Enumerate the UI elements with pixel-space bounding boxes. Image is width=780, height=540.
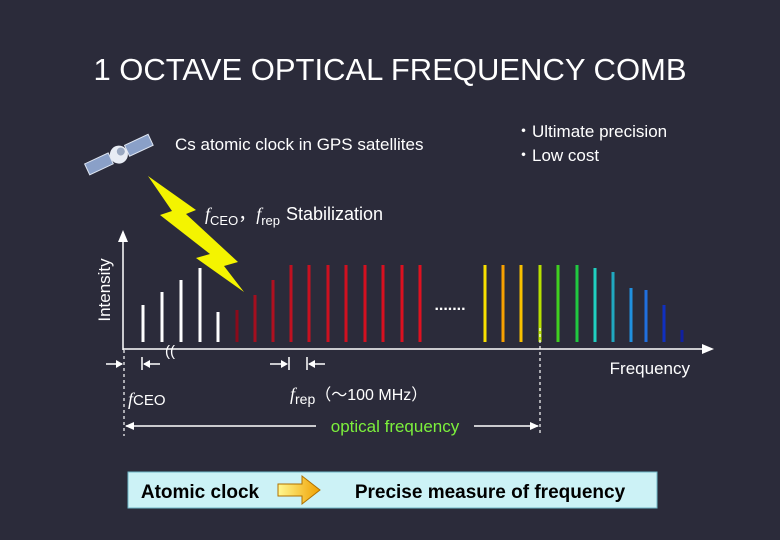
- footer-left: Atomic clock: [141, 482, 260, 503]
- ellipsis: .......: [434, 297, 465, 314]
- lightning-bolt: [148, 176, 244, 292]
- separator: ，: [238, 204, 256, 224]
- subscript: rep: [295, 391, 315, 407]
- bullet: ・Ultimate precision: [515, 122, 667, 141]
- title: 1 OCTAVE OPTICAL FREQUENCY COMB: [93, 52, 686, 87]
- satellite-label: Cs atomic clock in GPS satellites: [175, 135, 423, 154]
- comb-lines: [141, 265, 684, 342]
- subscript: CEO: [133, 392, 166, 409]
- symbol: f: [128, 389, 136, 409]
- y-axis-label: Intensity: [95, 258, 114, 322]
- text: （～100 MHz）: [315, 386, 427, 404]
- dashed-markers: [123, 328, 541, 436]
- footer-right: Precise measure of frequency: [355, 482, 626, 503]
- optical-frequency-label: optical frequency: [331, 417, 460, 436]
- symbol: f: [256, 204, 264, 224]
- footer-arrow: [277, 474, 321, 506]
- symbol: f: [290, 384, 298, 404]
- footer-box: [127, 471, 658, 509]
- fceo-label: fCEO: [128, 389, 166, 409]
- axes: [118, 230, 714, 354]
- bullet: ・Low cost: [515, 146, 599, 165]
- x-axis-label: Frequency: [610, 359, 691, 378]
- label-background: [316, 414, 474, 438]
- frep-label: frep（～100 MHz）: [290, 384, 427, 407]
- symbol: f: [205, 204, 213, 224]
- subscript: rep: [261, 213, 280, 228]
- text: Stabilization: [286, 204, 383, 224]
- subscript: CEO: [210, 213, 238, 228]
- satellite-icon: [83, 133, 154, 176]
- axis-break: ((: [165, 343, 175, 360]
- stabilization-label: fCEO，frep Stabilization: [205, 204, 383, 228]
